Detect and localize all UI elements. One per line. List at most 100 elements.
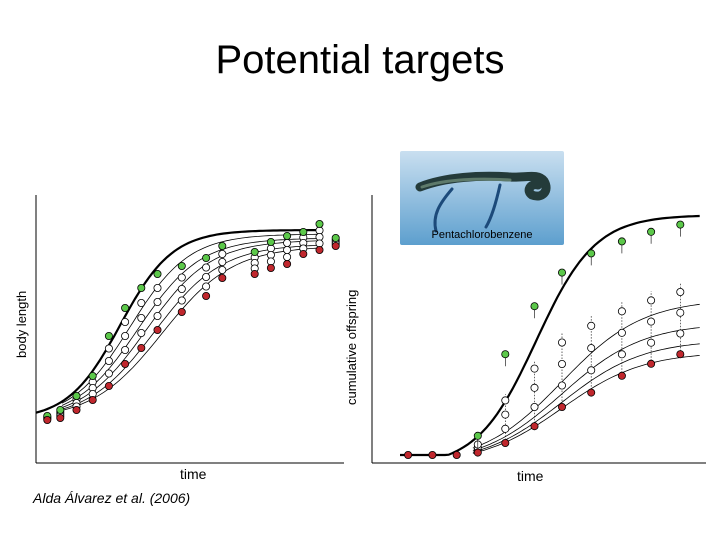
control-point — [617, 237, 626, 246]
intermediate-dose-point — [104, 356, 113, 365]
baseline-point — [404, 450, 413, 459]
intermediate-dose-point — [501, 424, 510, 433]
high-dose-point — [530, 422, 539, 431]
control-point — [250, 247, 259, 256]
high-dose-point — [202, 291, 211, 300]
control-point — [331, 233, 340, 242]
intermediate-dose-point — [177, 296, 186, 305]
intermediate-dose-point — [121, 331, 130, 340]
y-axis-label-left: body length — [14, 290, 29, 358]
high-dose-point — [587, 388, 596, 397]
intermediate-dose-point — [121, 345, 130, 354]
control-point — [137, 283, 146, 292]
x-axis-label-left: time — [180, 466, 207, 482]
intermediate-dose-point — [137, 298, 146, 307]
high-dose-point — [72, 405, 81, 414]
intermediate-dose-point — [676, 329, 685, 338]
high-dose-point — [617, 371, 626, 380]
high-dose-point — [315, 245, 324, 254]
control-point — [218, 241, 227, 250]
intermediate-dose-point — [218, 249, 227, 258]
x-axis-label-right: time — [517, 468, 544, 484]
control-point — [266, 237, 275, 246]
intermediate-dose-point — [153, 311, 162, 320]
intermediate-dose-point — [558, 381, 567, 390]
chart-cumulative-offspring — [371, 195, 706, 464]
high-dose-point — [121, 359, 130, 368]
baseline-point — [428, 450, 437, 459]
control-fit-curve — [400, 214, 700, 457]
baseline-point — [452, 450, 461, 459]
control-point — [104, 331, 113, 340]
high-dose-point — [266, 263, 275, 272]
intermediate-dose-point — [218, 265, 227, 274]
intermediate-dose-point — [647, 317, 656, 326]
dose-fit-curve — [472, 327, 700, 451]
dose-fit-curve — [61, 238, 320, 406]
intermediate-dose-point — [676, 308, 685, 317]
intermediate-dose-point — [558, 359, 567, 368]
intermediate-dose-point — [617, 307, 626, 316]
intermediate-dose-point — [530, 383, 539, 392]
control-point — [177, 261, 186, 270]
control-point — [501, 350, 510, 359]
high-dose-point — [558, 402, 567, 411]
high-dose-point — [250, 269, 259, 278]
control-point — [473, 431, 482, 440]
high-dose-point — [331, 241, 340, 250]
intermediate-dose-point — [283, 252, 292, 261]
dose-fit-curve — [472, 303, 700, 449]
control-point — [299, 227, 308, 236]
dose-fit-curve — [61, 244, 320, 410]
dose-fit-curve — [61, 247, 320, 411]
worm-icon — [400, 151, 564, 245]
dose-fit-curve — [472, 343, 700, 453]
control-point — [647, 227, 656, 236]
intermediate-dose-point — [202, 282, 211, 291]
intermediate-dose-point — [647, 338, 656, 347]
intermediate-dose-point — [137, 328, 146, 337]
intermediate-dose-point — [501, 410, 510, 419]
intermediate-dose-point — [587, 366, 596, 375]
intermediate-dose-point — [676, 287, 685, 296]
high-dose-point — [218, 273, 227, 282]
citation: Alda Álvarez et al. (2006) — [33, 490, 191, 506]
intermediate-dose-point — [530, 402, 539, 411]
control-point — [587, 249, 596, 258]
control-point — [676, 220, 685, 229]
intermediate-dose-point — [202, 263, 211, 272]
dose-fit-curve — [61, 240, 320, 408]
intermediate-dose-point — [153, 297, 162, 306]
high-dose-point — [137, 343, 146, 352]
high-dose-point — [283, 259, 292, 268]
intermediate-dose-point — [587, 344, 596, 353]
intermediate-dose-point — [121, 317, 130, 326]
high-dose-point — [88, 395, 97, 404]
y-axis-label-right: cumulative offspring — [344, 289, 359, 405]
intermediate-dose-point — [283, 238, 292, 247]
high-dose-point — [299, 249, 308, 258]
high-dose-point — [473, 448, 482, 457]
high-dose-point — [177, 307, 186, 316]
intermediate-dose-point — [218, 257, 227, 266]
intermediate-dose-point — [202, 272, 211, 281]
nematode-photo — [400, 151, 564, 245]
intermediate-dose-point — [647, 296, 656, 305]
high-dose-point — [676, 350, 685, 359]
intermediate-dose-point — [558, 338, 567, 347]
high-dose-point — [153, 325, 162, 334]
control-point — [56, 405, 65, 414]
control-fit-curve — [35, 229, 320, 414]
high-dose-point — [104, 381, 113, 390]
dose-fit-curve — [472, 355, 700, 454]
intermediate-dose-point — [104, 369, 113, 378]
intermediate-dose-point — [530, 364, 539, 373]
dose-fit-curve — [61, 233, 320, 404]
control-point — [315, 219, 324, 228]
control-point — [121, 303, 130, 312]
control-point — [530, 302, 539, 311]
control-point — [558, 268, 567, 277]
intermediate-dose-point — [104, 344, 113, 353]
intermediate-dose-point — [153, 283, 162, 292]
